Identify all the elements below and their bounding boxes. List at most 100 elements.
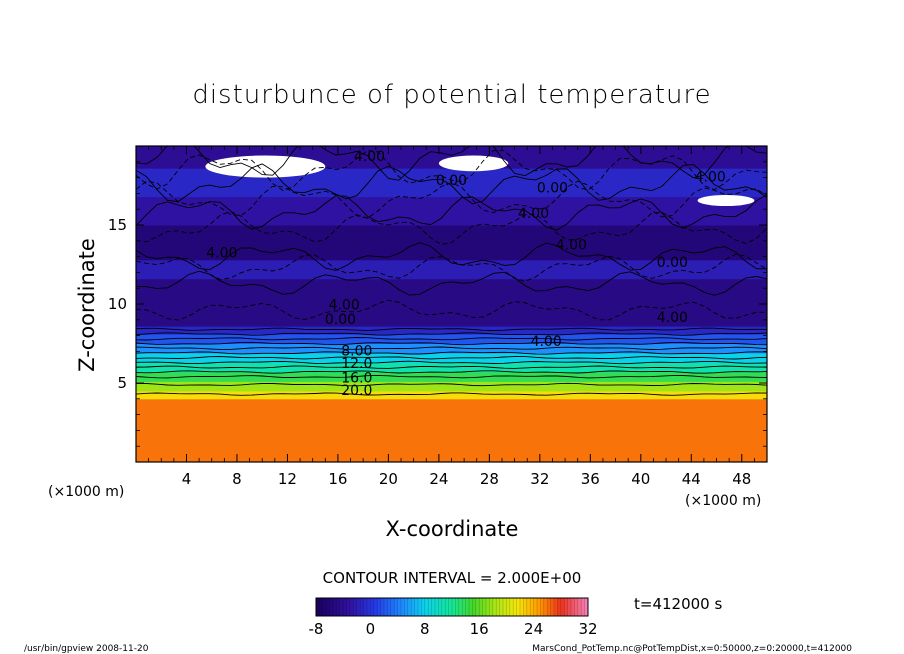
contour-fill-band xyxy=(136,371,767,382)
contour-interval: CONTOUR INTERVAL = 2.000E+00 xyxy=(323,569,582,587)
x-tick-label: 28 xyxy=(480,470,499,488)
colorbar-cell xyxy=(380,598,385,616)
colorbar-cell xyxy=(455,598,460,616)
colorbar-cell xyxy=(319,598,324,616)
colorbar-cell xyxy=(526,598,531,616)
colorbar-cell xyxy=(513,598,517,616)
contour-label: 4.00 xyxy=(329,298,360,314)
contour-label: 4.00 xyxy=(657,310,688,326)
colorbar-cell xyxy=(537,598,541,616)
colorbar-cell xyxy=(377,598,381,616)
colorbar-cell xyxy=(506,598,511,616)
colorbar-cell xyxy=(557,598,562,616)
colorbar-cell xyxy=(520,598,524,616)
contour-label: 12.0 xyxy=(341,356,372,372)
colorbar-cell xyxy=(581,598,585,616)
colorbar-cell xyxy=(547,598,551,616)
colorbar-tick-label: 24 xyxy=(524,620,543,638)
contour-line xyxy=(136,299,767,321)
colorbar-cell xyxy=(530,598,534,616)
contour-line xyxy=(136,332,767,336)
contour-line xyxy=(136,346,767,350)
contour-line xyxy=(136,382,767,387)
contour-line xyxy=(136,146,767,181)
y-axis: 5 10 15 xyxy=(108,161,767,447)
colorbar-cell xyxy=(316,598,320,616)
contour-fill-band xyxy=(136,278,767,327)
colorbar-cell xyxy=(509,598,514,616)
colorbar-cell xyxy=(469,598,473,616)
colorbar-cell xyxy=(343,598,347,616)
contour-label: 0.00 xyxy=(537,181,568,197)
colorbar-cell xyxy=(516,598,521,616)
y-tick-label: 15 xyxy=(108,216,127,234)
x-tick-label: 12 xyxy=(278,470,297,488)
contour-label: 0.00 xyxy=(657,255,688,271)
colorbar-cell xyxy=(421,598,426,616)
contour-line xyxy=(136,374,767,379)
contour-fill-band xyxy=(136,343,767,354)
contour-line xyxy=(136,180,767,219)
contour-label: 0.00 xyxy=(436,173,467,189)
colorbar-cell xyxy=(329,598,334,616)
colorbar-cell xyxy=(387,598,392,616)
colorbar-frame xyxy=(315,597,589,617)
contour-label: 4.00 xyxy=(354,149,385,165)
colorbar-cell xyxy=(523,598,528,616)
contour-line xyxy=(136,327,767,331)
x-tick-label: 32 xyxy=(530,470,549,488)
contour-label: 20.0 xyxy=(341,383,372,399)
colorbar-cell xyxy=(418,598,422,616)
colorbar-tick-label: 16 xyxy=(470,620,489,638)
colorbar-cell xyxy=(356,598,361,616)
contour-label: 4.00 xyxy=(206,245,237,261)
undefined-region xyxy=(205,155,326,178)
colorbar-cell xyxy=(571,598,575,616)
colorbar-cell xyxy=(363,598,368,616)
y-tick-label: 10 xyxy=(108,295,127,313)
contour-line xyxy=(136,270,767,296)
colorbar-cell xyxy=(554,598,558,616)
x-axis-label: X-coordinate xyxy=(386,517,519,541)
colorbar-cell xyxy=(367,598,371,616)
colorbar-cell xyxy=(496,598,500,616)
y-axis-label: Z-coordinate xyxy=(75,238,99,372)
colorbar-cell xyxy=(452,598,456,616)
contour-label: 16.0 xyxy=(341,370,372,386)
contour-label: 4.00 xyxy=(531,334,562,350)
colorbar-tick-label: 8 xyxy=(420,620,430,638)
colorbar-cell xyxy=(339,598,344,616)
contour-fill-band xyxy=(136,381,767,392)
colorbar-tick-label: 32 xyxy=(578,620,597,638)
contour-label: 4.00 xyxy=(556,238,587,254)
colorbar-cell xyxy=(326,598,330,616)
colorbar-cell xyxy=(533,598,538,616)
colorbar-cell xyxy=(577,598,582,616)
colorbar-cell xyxy=(435,598,439,616)
colorbar-cell xyxy=(486,598,490,616)
contour-line xyxy=(136,242,767,271)
colorbar-cell xyxy=(472,598,477,616)
chart-title: disturbunce of potential temperature xyxy=(192,80,711,110)
contour-fill-band xyxy=(136,398,767,462)
colorbar-cell xyxy=(567,598,572,616)
colorbar-cell xyxy=(482,598,487,616)
colorbar-ticks: -8 0 8 16 24 32 xyxy=(309,620,598,638)
x-unit-label: (×1000 m) xyxy=(685,493,761,509)
colorbar-cell xyxy=(489,598,494,616)
colorbar-cell xyxy=(424,598,429,616)
contour-fill-band xyxy=(136,362,767,373)
colorbar-cell xyxy=(465,598,470,616)
colorbar-tick-label: -8 xyxy=(309,620,324,638)
undefined-region xyxy=(697,194,755,207)
contour-line xyxy=(136,351,767,355)
colorbar-cell xyxy=(397,598,402,616)
colorbar-cell xyxy=(540,598,545,616)
contour-line xyxy=(136,337,767,341)
footer-right: MarsCond_PotTemp.nc@PotTempDist,x=0:5000… xyxy=(532,644,852,654)
colorbar-cell xyxy=(574,598,579,616)
colorbar-cell xyxy=(353,598,358,616)
colorbar-cell xyxy=(370,598,375,616)
colorbar-cell xyxy=(401,598,405,616)
